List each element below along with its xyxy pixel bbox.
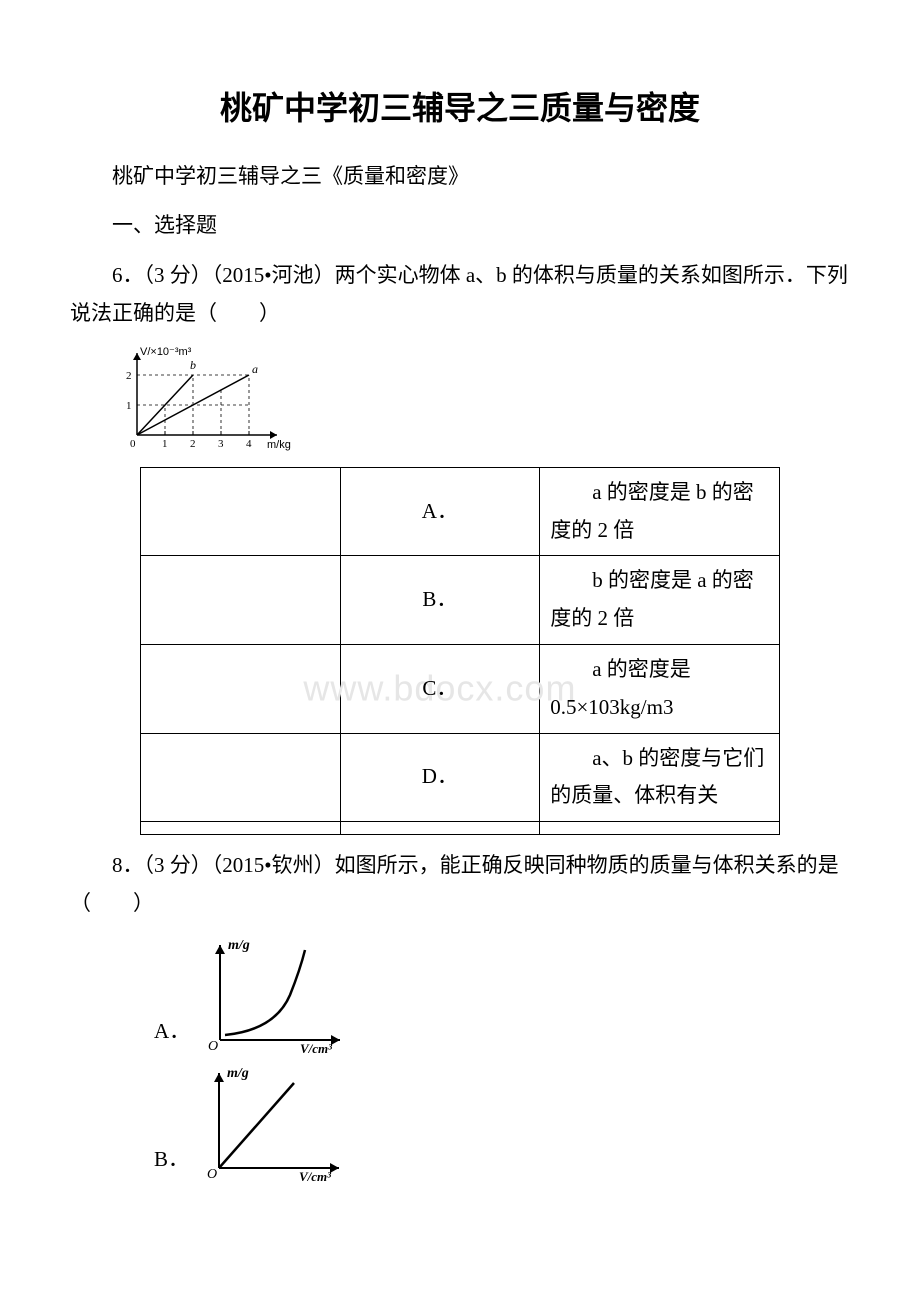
section-heading: 一、选择题 [70, 207, 850, 245]
svg-text:2: 2 [190, 438, 196, 450]
svg-text:0: 0 [130, 438, 136, 450]
option-letter: D． [422, 764, 458, 788]
chart-xlabel: m/kg [267, 439, 291, 451]
page-title: 桃矿中学初三辅导之三质量与密度 [70, 80, 850, 138]
q8-option-b: B． m/g V/cm³ O [154, 1063, 850, 1183]
question-8-text: 8．（3 分）（2015•钦州）如图所示，能正确反映同种物质的质量与体积关系的是… [70, 847, 850, 923]
option-letter: A． [422, 499, 458, 523]
option-text: a 的密度是0.5×103kg/m3 [550, 657, 691, 719]
svg-text:a: a [252, 362, 258, 376]
svg-text:3: 3 [218, 438, 224, 450]
svg-text:b: b [190, 358, 196, 372]
option-text: a、b 的密度与它们的质量、体积有关 [550, 746, 764, 808]
svg-text:m/g: m/g [228, 938, 250, 953]
svg-text:1: 1 [162, 438, 168, 450]
option-text: b 的密度是 a 的密度的 2 倍 [550, 568, 754, 630]
svg-text:m/g: m/g [227, 1066, 249, 1081]
table-row [141, 822, 780, 835]
option-letter: A． [154, 1013, 190, 1055]
svg-text:V/cm³: V/cm³ [299, 1169, 332, 1183]
q6-chart: V/×10⁻³m³ m/kg 0 1 2 3 4 1 2 b a [112, 345, 850, 455]
svg-text:O: O [207, 1167, 217, 1182]
svg-text:2: 2 [126, 370, 132, 382]
chart-ylabel: V/×10⁻³m³ [140, 346, 192, 358]
table-row: A． a 的密度是 b 的密度的 2 倍 [141, 467, 780, 556]
q8-option-a: A． m/g V/cm³ O [154, 935, 850, 1055]
question-6-text: 6．（3 分）（2015•河池）两个实心物体 a、b 的体积与质量的关系如图所示… [70, 257, 850, 333]
table-row: www.bdocx.com C． a 的密度是0.5×103kg/m3 [141, 644, 780, 733]
svg-text:O: O [208, 1039, 218, 1054]
svg-text:1: 1 [126, 400, 132, 412]
table-row: B． b 的密度是 a 的密度的 2 倍 [141, 556, 780, 645]
table-row: D． a、b 的密度与它们的质量、体积有关 [141, 733, 780, 822]
svg-text:4: 4 [246, 438, 252, 450]
option-text: a 的密度是 b 的密度的 2 倍 [550, 480, 754, 542]
subtitle: 桃矿中学初三辅导之三《质量和密度》 [70, 158, 850, 196]
option-letter: C． [422, 676, 457, 700]
option-letter: B． [422, 587, 457, 611]
svg-text:V/cm³: V/cm³ [300, 1041, 333, 1055]
q6-options-table: A． a 的密度是 b 的密度的 2 倍 B． b 的密度是 a 的密度的 2 … [140, 467, 780, 835]
option-letter: B． [154, 1141, 189, 1183]
